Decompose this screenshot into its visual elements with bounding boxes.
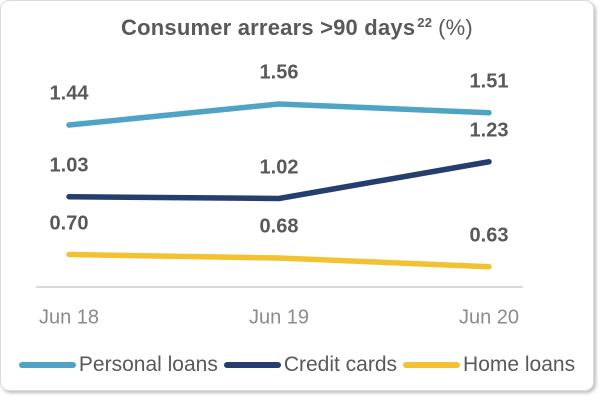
- legend-swatch-personal-loans: [18, 362, 76, 368]
- value-label: 1.51: [469, 70, 509, 93]
- value-label: 1.44: [49, 82, 89, 105]
- chart-title-text: Consumer arrears >90 days: [121, 15, 416, 40]
- series-line-home-loans: [66, 251, 492, 270]
- legend-label-home-loans: Home loans: [463, 353, 576, 376]
- value-label: 0.63: [469, 224, 509, 247]
- chart-title-footnote: 22: [417, 14, 433, 30]
- value-label: 0.70: [49, 212, 89, 234]
- value-label: 0.68: [259, 215, 299, 238]
- x-axis-label: Jun 19: [248, 306, 310, 329]
- chart-card: Consumer arrears >90 days 22 (%) 1.44 1.56 1…: [0, 0, 594, 391]
- value-label: 1.02: [259, 156, 299, 178]
- legend-item-personal-loans: Personal loans: [18, 353, 218, 377]
- value-label: 1.03: [49, 154, 89, 177]
- legend-item-credit-cards: Credit cards: [223, 353, 398, 377]
- legend-swatch-home-loans: [403, 362, 461, 368]
- series-line-personal-loans: [66, 101, 492, 128]
- value-label: 1.23: [469, 119, 509, 142]
- chart-title-unit: (%): [438, 15, 473, 40]
- x-axis-label: Jun 20: [458, 306, 520, 329]
- series-line-credit-cards: [66, 159, 492, 202]
- chart-title: Consumer arrears >90 days 22 (%): [1, 15, 593, 41]
- legend-label-personal-loans: Personal loans: [78, 353, 218, 376]
- x-axis-label: Jun 18: [38, 306, 100, 329]
- legend: Personal loans Credit cards Home loans: [1, 352, 593, 378]
- legend-label-credit-cards: Credit cards: [283, 353, 398, 376]
- value-label: 1.56: [259, 61, 299, 84]
- chart-canvas: [36, 101, 523, 288]
- legend-item-home-loans: Home loans: [403, 353, 575, 377]
- legend-swatch-credit-cards: [223, 362, 281, 368]
